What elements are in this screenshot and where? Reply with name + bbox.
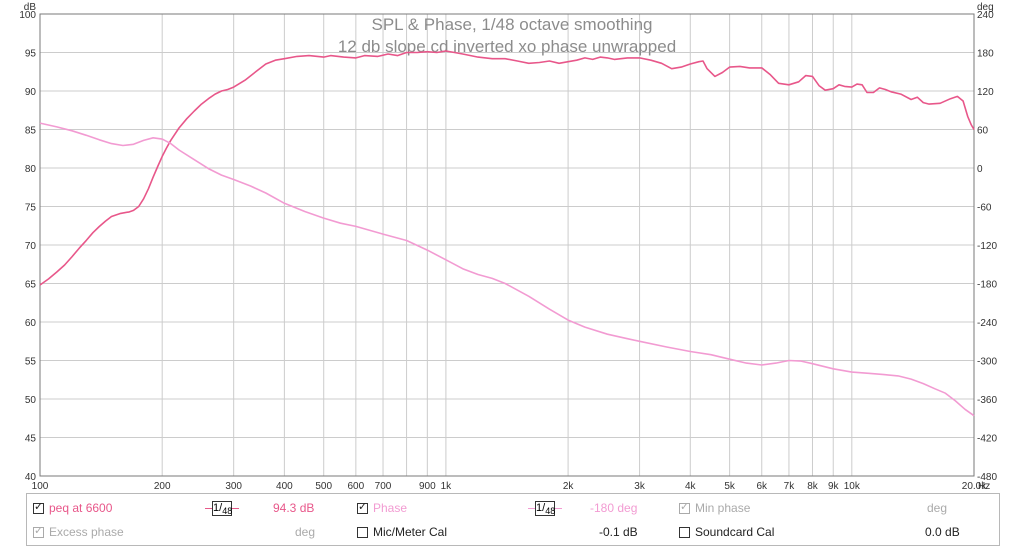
- soundcard-checkbox[interactable]: [679, 527, 690, 538]
- y-right-tick-label: -420: [977, 434, 997, 445]
- plot-frame: [39, 13, 975, 477]
- x-tick-label: 6k: [756, 481, 768, 492]
- y-right-tick-label: -480: [977, 472, 997, 483]
- y-left-tick-label: 70: [25, 241, 37, 252]
- y-left-tick-label: 55: [25, 357, 37, 368]
- x-tick-label: 1k: [441, 481, 453, 492]
- x-unit: Hz: [978, 481, 990, 492]
- y-right-tick-label: -60: [977, 203, 992, 214]
- y-right-tick-label: 120: [977, 87, 994, 98]
- check-icon: ✓: [34, 501, 44, 513]
- y-right-tick-label: 180: [977, 49, 994, 60]
- phase-smoothing-button[interactable]: 1/48: [528, 500, 562, 518]
- excess-phase-checkbox[interactable]: ✓: [33, 525, 44, 538]
- grid: [39, 13, 975, 477]
- smoothing-fraction: 1/48: [535, 501, 556, 517]
- minphase-unit: deg: [927, 501, 948, 515]
- y-right-unit: deg: [977, 2, 994, 13]
- x-tick-label: 4k: [685, 481, 697, 492]
- y-right-tick-label: 60: [977, 126, 989, 137]
- minphase-checkbox[interactable]: ✓: [679, 501, 690, 514]
- legend-panel: ✓ peq at 6600 1/48 94.3 dB ✓ Phase 1/48 …: [26, 493, 1000, 546]
- legend-peq-label: peq at 6600: [49, 501, 113, 515]
- peq-checkbox[interactable]: ✓: [33, 501, 44, 514]
- series-layer: [39, 50, 975, 417]
- y-right-tick-label: -180: [977, 280, 997, 291]
- phase-line: [39, 122, 975, 417]
- peq-smoothing-button[interactable]: 1/48: [205, 500, 239, 518]
- peq-value: 94.3 dB: [273, 501, 315, 515]
- excess-unit: deg: [295, 525, 316, 539]
- y-left-tick-label: 90: [25, 87, 37, 98]
- axis-labels: 40 45 50 55 60 65 70 75 80 85 90 95 100 -480 -420 -360 -…: [19, 2, 997, 492]
- y-right-tick-label: -360: [977, 395, 997, 406]
- x-tick-label: 100: [32, 481, 49, 492]
- check-icon: ✓: [680, 501, 690, 513]
- phase-value: -180 deg: [590, 501, 638, 515]
- y-left-tick-label: 100: [19, 10, 36, 21]
- micmeter-value: -0.1 dB: [599, 525, 638, 539]
- x-tick-label: 10k: [844, 481, 861, 492]
- y-right-tick-label: -120: [977, 241, 997, 252]
- x-tick-label: 300: [225, 481, 242, 492]
- y-right-tick-label: -300: [977, 357, 997, 368]
- x-tick-label: 200: [154, 481, 171, 492]
- y-left-tick-label: 60: [25, 318, 37, 329]
- y-left-tick-label: 75: [25, 203, 37, 214]
- x-tick-label: 8k: [807, 481, 819, 492]
- spl-line: [39, 50, 975, 286]
- y-left-tick-label: 40: [25, 472, 37, 483]
- smoothing-fraction: 1/48: [212, 501, 233, 517]
- x-tick-label: 5k: [724, 481, 736, 492]
- x-tick-label: 700: [375, 481, 392, 492]
- y-right-tick-label: 240: [977, 10, 994, 21]
- check-icon: ✓: [34, 525, 44, 537]
- x-tick-label: 500: [315, 481, 332, 492]
- micmeter-checkbox[interactable]: [357, 527, 368, 538]
- y-left-tick-label: 65: [25, 280, 37, 291]
- x-tick-label: 7k: [784, 481, 796, 492]
- legend-soundcard-label: Soundcard Cal: [695, 525, 775, 539]
- x-tick-label: 9k: [828, 481, 840, 492]
- y-left-tick-label: 95: [25, 49, 37, 60]
- legend-excess-label: Excess phase: [49, 525, 124, 539]
- x-tick-label: 2k: [563, 481, 575, 492]
- x-tick-label: 3k: [634, 481, 646, 492]
- y-left-unit: dB: [24, 2, 37, 13]
- legend-micmeter-label: Mic/Meter Cal: [373, 525, 448, 539]
- soundcard-value: 0.0 dB: [925, 525, 960, 539]
- legend-minphase-label: Min phase: [695, 501, 751, 515]
- chart-title: SPL & Phase, 1/48 octave smoothing: [372, 15, 653, 34]
- y-left-tick-label: 85: [25, 126, 37, 137]
- x-tick-label: 900: [419, 481, 436, 492]
- y-right-tick-label: 0: [977, 164, 983, 175]
- phase-checkbox[interactable]: ✓: [357, 501, 368, 514]
- x-tick-label: 600: [348, 481, 365, 492]
- x-tick-label: 20.0k: [962, 481, 987, 492]
- check-icon: ✓: [358, 501, 368, 513]
- chart-subtitle: 12 db slope cd inverted xo phase unwrapp…: [338, 37, 676, 56]
- y-left-tick-label: 50: [25, 395, 37, 406]
- legend-phase-label: Phase: [373, 501, 408, 515]
- y-left-tick-label: 80: [25, 164, 37, 175]
- chart: 40 45 50 55 60 65 70 75 80 85 90 95 100 -480 -420 -360 -…: [19, 2, 997, 492]
- y-left-tick-label: 45: [25, 434, 37, 445]
- x-tick-label: 400: [276, 481, 293, 492]
- y-right-tick-label: -240: [977, 318, 997, 329]
